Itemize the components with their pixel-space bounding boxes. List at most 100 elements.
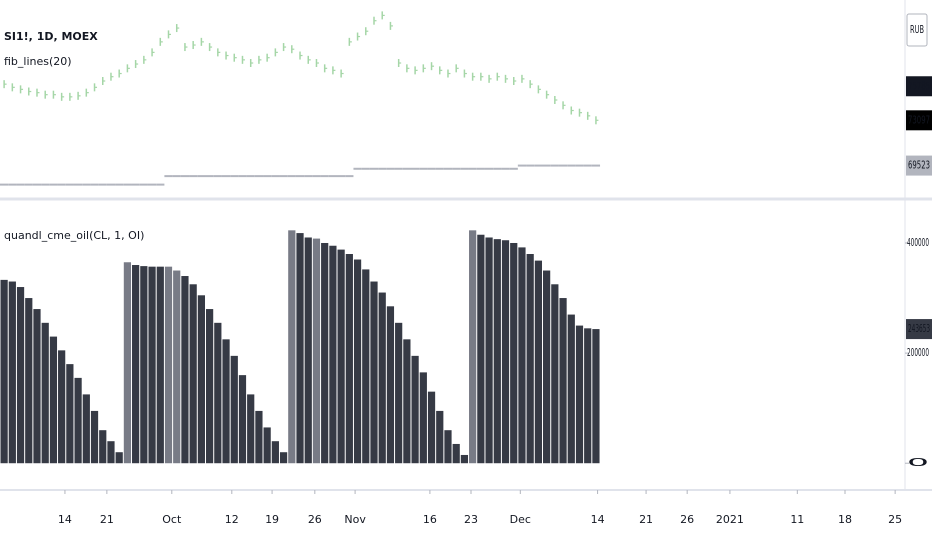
bar xyxy=(501,240,510,464)
bar xyxy=(575,325,584,464)
y-tick-label: 400000 xyxy=(907,236,929,249)
price-tag-label: 75785 xyxy=(908,79,930,92)
bar xyxy=(312,238,321,464)
bar xyxy=(214,322,222,464)
x-tick-label: Dec xyxy=(510,513,531,526)
bar xyxy=(444,430,452,464)
bar xyxy=(411,355,419,464)
x-tick-label: 2021 xyxy=(716,513,744,526)
bar xyxy=(222,339,230,464)
price-tag-label: 243653 xyxy=(908,322,930,335)
bar xyxy=(230,355,238,464)
y-tick-label: 200000 xyxy=(907,346,929,359)
bar xyxy=(362,269,370,464)
bar xyxy=(337,249,345,464)
x-tick-label: 11 xyxy=(790,513,804,526)
x-tick-label: 14 xyxy=(58,513,72,526)
bar xyxy=(469,230,477,464)
unit-label: RUB xyxy=(910,23,924,36)
bar xyxy=(140,266,148,464)
x-tick-label: 16 xyxy=(423,513,437,526)
bar xyxy=(66,364,74,464)
bar xyxy=(584,328,592,464)
x-tick-label: 14 xyxy=(591,513,605,526)
bar xyxy=(0,279,8,464)
x-tick-label: 21 xyxy=(639,513,653,526)
pane-title: quandl_cme_oil(CL, 1, OI) xyxy=(4,229,144,242)
bar xyxy=(345,254,353,464)
x-tick-label: Oct xyxy=(162,513,182,526)
bar xyxy=(452,443,460,464)
bar xyxy=(353,259,362,464)
bar xyxy=(107,441,115,464)
bar xyxy=(247,394,255,464)
bar xyxy=(518,247,526,464)
bar xyxy=(255,410,263,464)
legend-fib: fib_lines(20) xyxy=(4,55,72,68)
bar xyxy=(395,322,403,464)
bar xyxy=(189,284,197,464)
bar xyxy=(567,314,575,464)
bar xyxy=(279,452,288,464)
price-tag xyxy=(906,76,932,97)
bar xyxy=(288,230,296,464)
bar xyxy=(559,298,567,464)
bar xyxy=(460,454,469,464)
bar xyxy=(403,339,411,464)
bar xyxy=(263,427,271,464)
bar xyxy=(321,242,329,464)
bar xyxy=(16,287,25,464)
price-tag-label: 69523 xyxy=(908,159,930,172)
bar xyxy=(25,298,33,464)
bar xyxy=(123,262,132,464)
bar xyxy=(543,270,551,464)
price-tag-label: 73097 xyxy=(908,113,930,126)
bar xyxy=(436,410,444,464)
x-tick-label: 21 xyxy=(100,513,114,526)
x-tick-label: 18 xyxy=(838,513,852,526)
x-tick-label: 26 xyxy=(680,513,694,526)
bar xyxy=(205,309,214,464)
x-tick-label: 19 xyxy=(265,513,279,526)
bar xyxy=(82,394,90,464)
bar xyxy=(8,281,16,464)
bar xyxy=(99,430,107,464)
bar xyxy=(271,441,279,464)
bar xyxy=(238,375,247,464)
bar xyxy=(58,350,66,464)
bar xyxy=(156,266,164,464)
bar xyxy=(551,284,559,464)
x-tick-label: 12 xyxy=(225,513,239,526)
bar xyxy=(173,270,181,464)
bar xyxy=(534,260,543,464)
y-tick-label: 0 xyxy=(907,456,929,469)
unit-box[interactable] xyxy=(906,13,928,47)
price-tag xyxy=(906,155,932,176)
x-tick-label: 26 xyxy=(308,513,322,526)
bar xyxy=(132,265,140,464)
bar xyxy=(329,245,337,464)
bar xyxy=(419,372,427,464)
price-tag xyxy=(906,319,932,340)
bar xyxy=(427,391,436,464)
bar xyxy=(74,377,82,464)
legend-main: SI1!, 1D, MOEX xyxy=(4,30,98,43)
bar xyxy=(386,306,395,464)
bar xyxy=(370,281,378,464)
bar xyxy=(493,239,501,464)
x-tick-label: 25 xyxy=(888,513,902,526)
bar xyxy=(115,452,123,464)
bar xyxy=(197,295,205,464)
bar xyxy=(510,242,518,464)
bar xyxy=(49,336,58,464)
bar xyxy=(477,234,485,464)
bar xyxy=(378,292,386,464)
bar xyxy=(148,266,156,464)
bar xyxy=(592,329,600,464)
bar xyxy=(304,237,312,464)
bar xyxy=(296,233,304,464)
bar xyxy=(90,410,99,464)
x-tick-label: 23 xyxy=(464,513,478,526)
